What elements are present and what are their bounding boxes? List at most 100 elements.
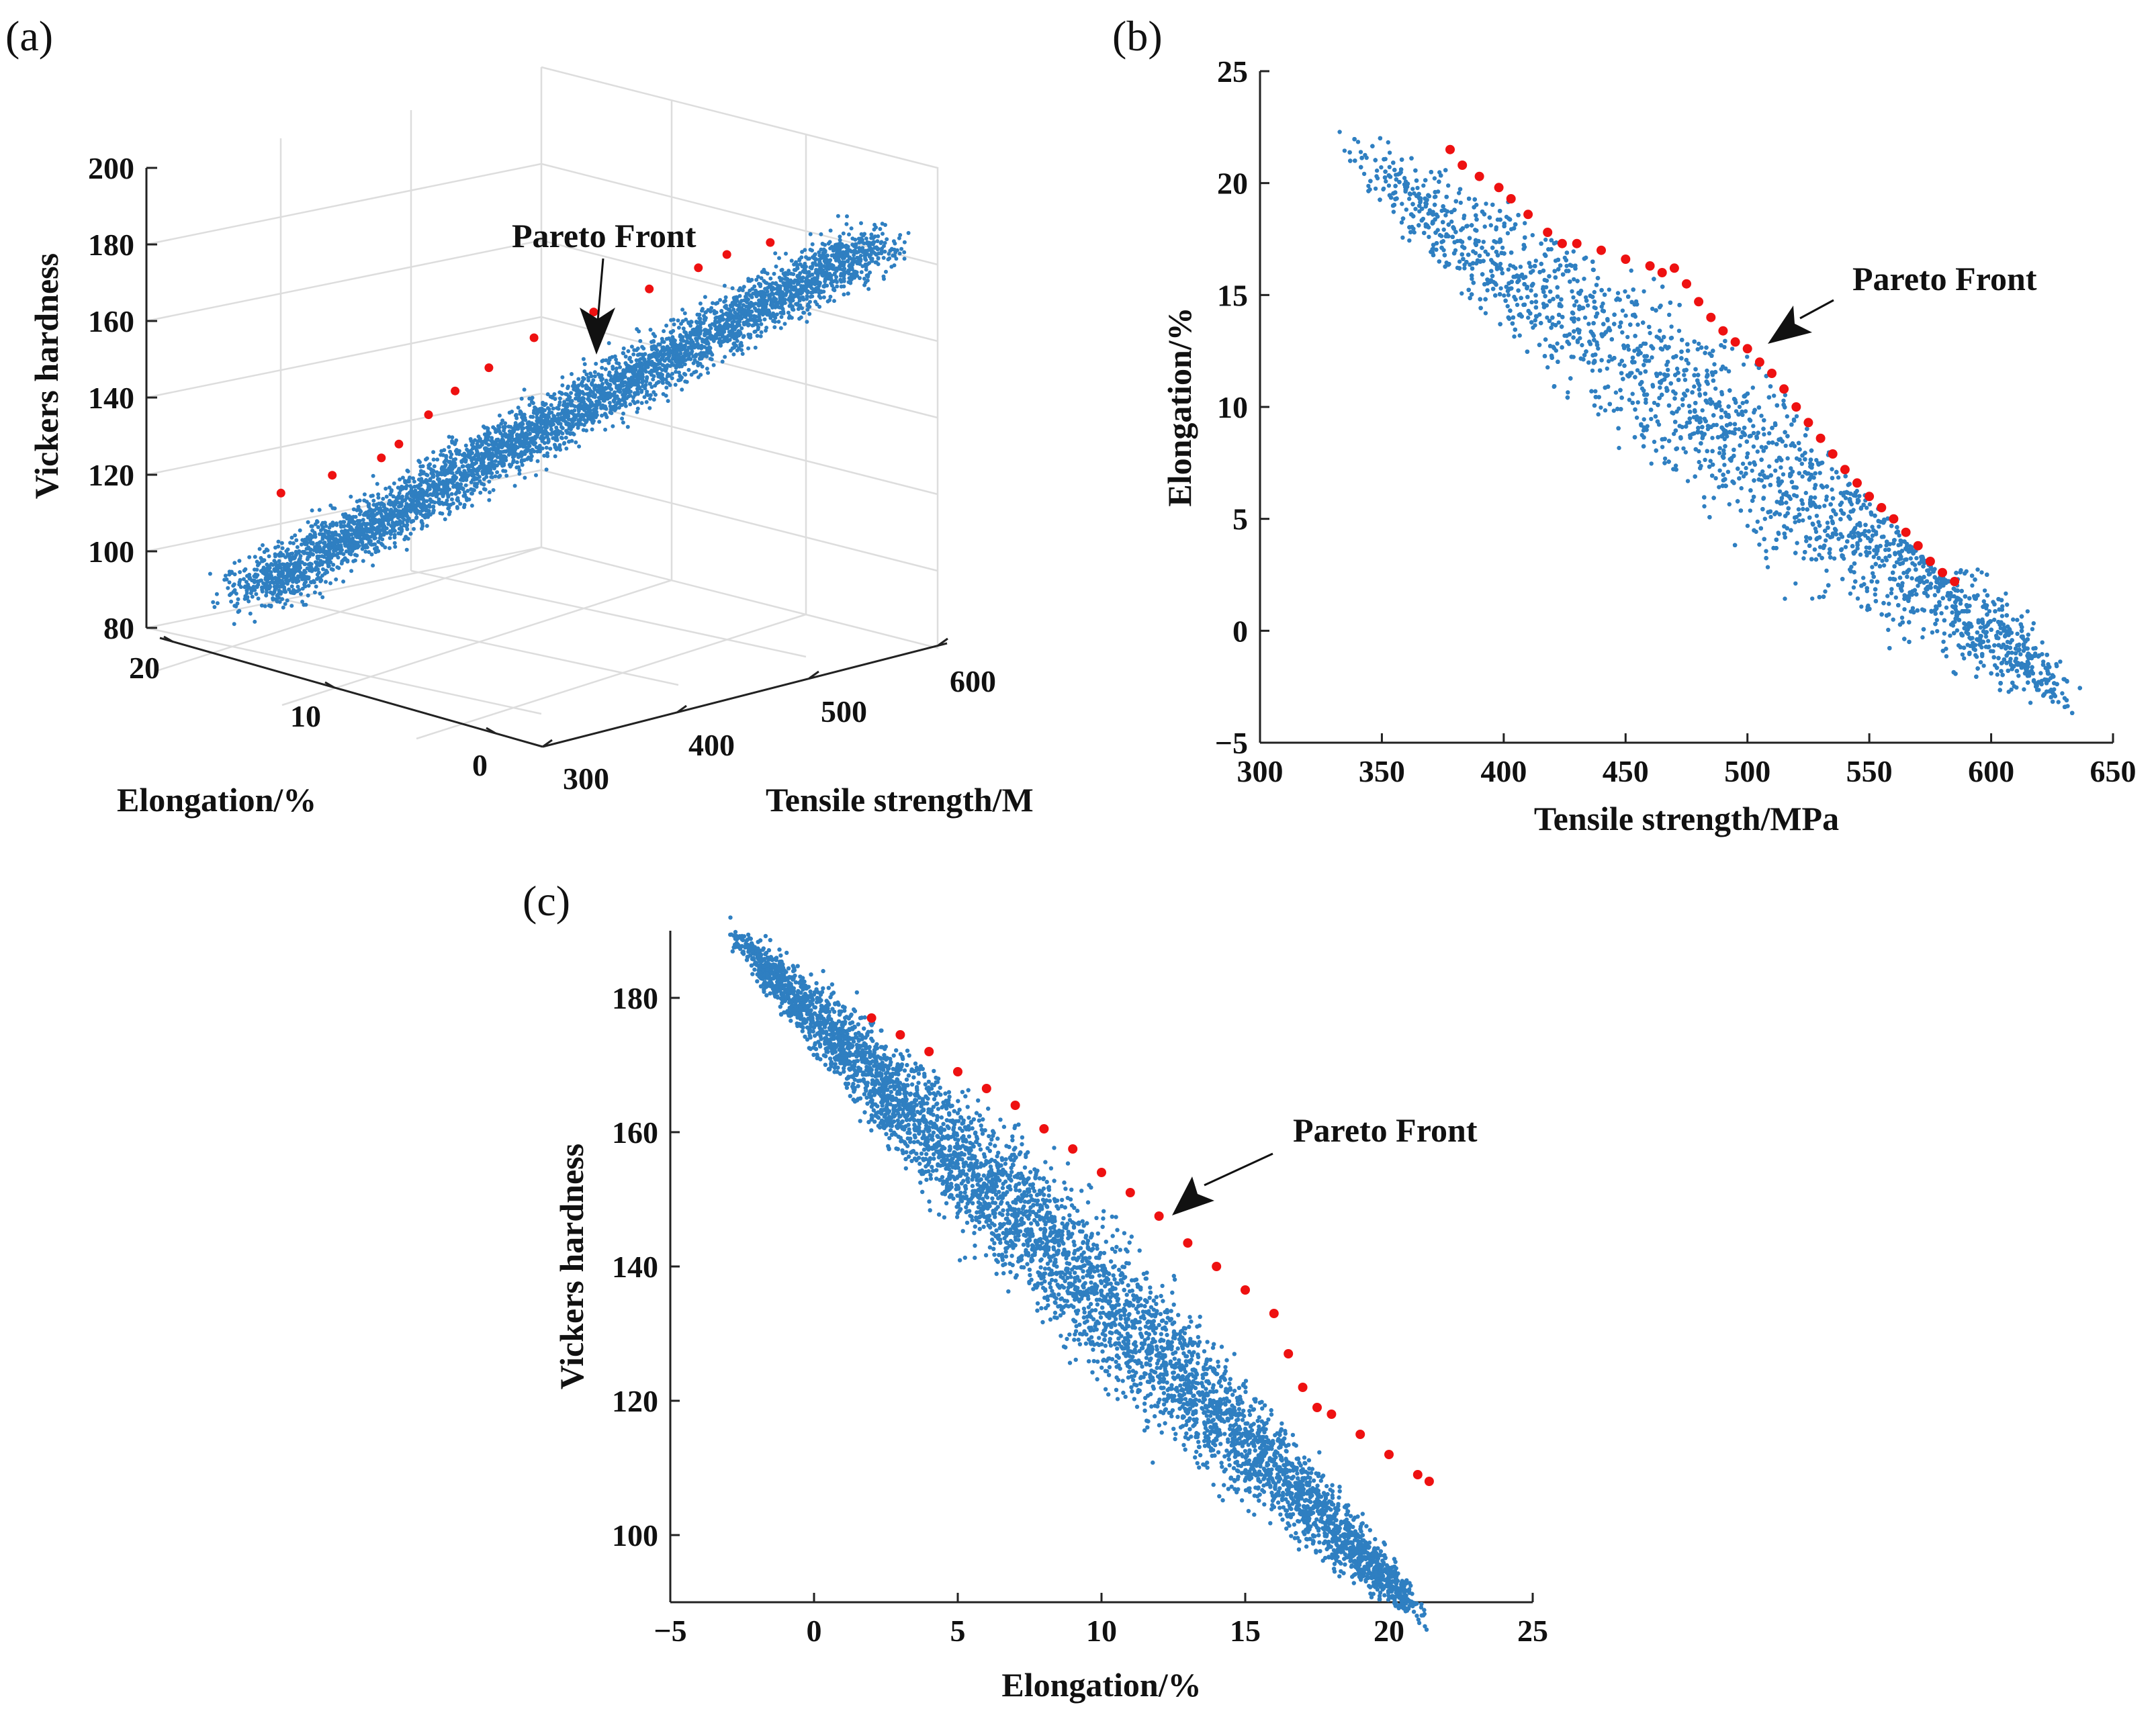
solution-point xyxy=(571,416,576,421)
solution-point xyxy=(884,269,888,274)
solution-point xyxy=(672,341,676,346)
solution-point xyxy=(253,555,257,559)
solution-point xyxy=(433,500,437,505)
solution-point xyxy=(1934,618,1939,622)
z-tick-label: 140 xyxy=(88,381,134,415)
solution-point xyxy=(582,403,587,408)
z-tick-label: 160 xyxy=(88,304,134,338)
solution-point xyxy=(866,287,871,291)
solution-point xyxy=(571,424,576,428)
solution-point xyxy=(756,327,760,332)
solution-point xyxy=(317,508,322,512)
solution-point xyxy=(608,386,612,391)
solution-point xyxy=(823,242,827,247)
solution-point xyxy=(322,520,327,525)
solution-point xyxy=(576,418,581,422)
solution-point xyxy=(735,348,739,353)
solution-point xyxy=(805,297,809,301)
solution-point xyxy=(1748,461,1752,466)
x-tick-label: 400 xyxy=(688,728,735,762)
solution-point xyxy=(543,408,547,412)
solution-point xyxy=(259,578,263,583)
solution-point xyxy=(758,334,763,338)
solution-point xyxy=(711,301,715,306)
solution-point xyxy=(318,547,322,551)
solution-point xyxy=(1908,556,1913,561)
solution-point xyxy=(732,302,737,306)
solution-point xyxy=(566,421,570,426)
solution-point xyxy=(779,315,784,319)
solution-point xyxy=(615,371,619,376)
solution-point xyxy=(827,298,832,302)
solution-point xyxy=(1795,541,1799,545)
solution-point xyxy=(273,552,277,557)
solution-point xyxy=(535,415,539,420)
solution-point xyxy=(584,420,588,424)
solution-point xyxy=(683,379,688,384)
solution-point xyxy=(318,579,323,584)
solution-point xyxy=(634,358,639,363)
solution-point xyxy=(592,374,597,379)
solution-point xyxy=(1443,213,1448,218)
solution-point xyxy=(355,499,359,504)
solution-point xyxy=(793,278,797,283)
solution-point xyxy=(538,449,542,454)
solution-point xyxy=(859,221,863,226)
solution-point xyxy=(223,573,228,578)
solution-point xyxy=(664,394,668,398)
solution-point xyxy=(504,442,508,447)
pareto-point xyxy=(424,410,433,420)
solution-point xyxy=(1793,581,1798,586)
pareto-point xyxy=(484,363,494,373)
solution-point xyxy=(234,592,238,596)
solution-point xyxy=(400,484,404,489)
solution-point xyxy=(329,567,334,571)
solution-point xyxy=(555,412,560,417)
solution-point xyxy=(701,339,705,344)
solution-point xyxy=(1785,414,1789,419)
solution-point xyxy=(860,264,865,269)
solution-point xyxy=(1634,415,1640,420)
solution-point xyxy=(549,427,553,432)
solution-point xyxy=(291,562,296,567)
x-tick-label: 600 xyxy=(1968,754,2014,788)
solution-point xyxy=(279,590,283,594)
solution-point xyxy=(411,490,416,494)
solution-point xyxy=(880,222,885,226)
solution-point xyxy=(600,413,604,418)
solution-point xyxy=(471,462,476,467)
y-tick-label: 0 xyxy=(1232,614,1248,648)
solution-point xyxy=(834,275,839,279)
solution-point xyxy=(689,338,694,342)
solution-point xyxy=(768,292,773,297)
solution-point xyxy=(635,400,640,404)
solution-point xyxy=(641,362,646,367)
solution-point xyxy=(881,232,885,236)
solution-point xyxy=(657,379,661,384)
solution-point xyxy=(868,245,872,250)
solution-point xyxy=(228,593,232,598)
solution-point xyxy=(410,502,415,506)
solution-point xyxy=(737,316,742,321)
solution-point xyxy=(814,267,819,272)
solution-point xyxy=(313,535,318,539)
solution-point xyxy=(539,434,544,438)
solution-point xyxy=(426,463,431,468)
solution-point xyxy=(324,580,328,584)
solution-point xyxy=(343,557,347,561)
solution-point xyxy=(591,390,595,395)
solution-point xyxy=(684,330,688,335)
solution-point xyxy=(449,455,453,459)
solution-point xyxy=(422,504,427,509)
solution-point xyxy=(666,381,671,385)
solution-point xyxy=(334,544,339,549)
solution-point xyxy=(740,288,745,293)
solution-point xyxy=(552,392,557,396)
solution-point xyxy=(1533,318,1537,323)
solution-point xyxy=(889,247,894,252)
solution-point xyxy=(259,603,264,608)
solution-point xyxy=(811,277,816,281)
solution-point xyxy=(1566,390,1570,395)
solution-point xyxy=(611,379,616,383)
solution-point xyxy=(553,454,557,459)
